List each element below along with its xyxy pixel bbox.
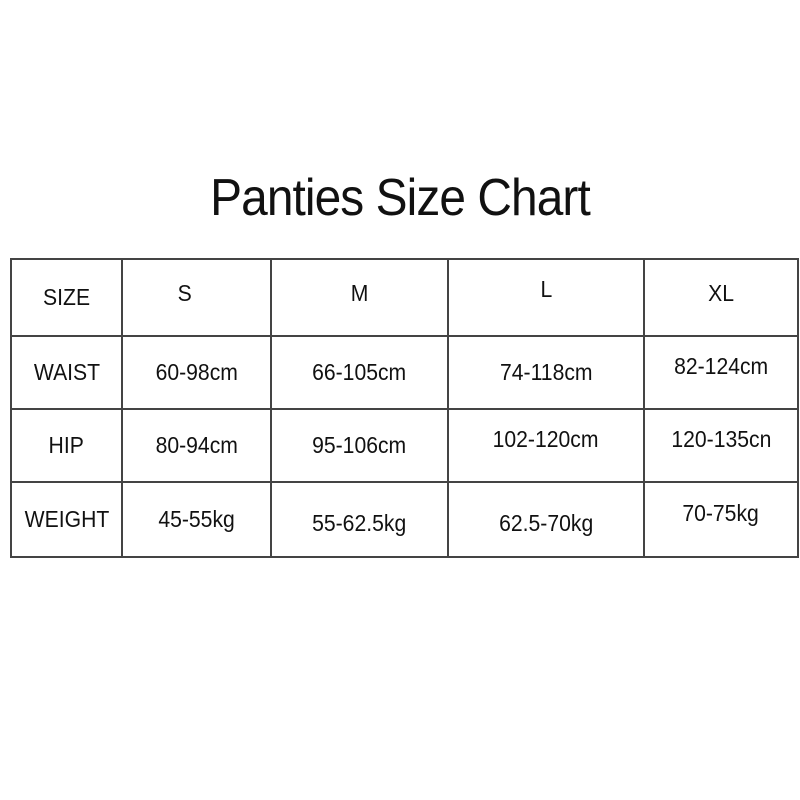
table-cell: 70-75kg xyxy=(643,481,799,558)
header-label: SIZE xyxy=(42,284,91,310)
table-cell: 55-62.5kg xyxy=(270,481,449,558)
row-label-cell: WAIST xyxy=(10,335,123,410)
table-cell: 62.5-70kg xyxy=(447,481,645,558)
row-label: HIP xyxy=(48,432,85,458)
cell-value: 45-55kg xyxy=(158,506,235,532)
table-cell: 60-98cm xyxy=(121,335,272,410)
cell-value: 62.5-70kg xyxy=(498,510,594,536)
table-cell: 95-106cm xyxy=(270,408,449,483)
row-label: WEIGHT xyxy=(24,506,109,532)
header-label: L xyxy=(540,276,552,302)
cell-value: 60-98cm xyxy=(155,359,238,385)
row-label-cell: HIP xyxy=(10,408,123,483)
cell-value: 82-124cm xyxy=(673,353,769,379)
header-cell: S xyxy=(121,258,272,337)
cell-value: 74-118cm xyxy=(499,359,593,385)
cell-value: 55-62.5kg xyxy=(312,510,407,536)
table-row: WEIGHT 45-55kg 55-62.5kg 62.5-70kg 70-75… xyxy=(10,481,799,558)
header-cell: M xyxy=(270,258,449,337)
table-cell: 45-55kg xyxy=(121,481,272,558)
header-cell: SIZE xyxy=(10,258,123,337)
header-label: S xyxy=(177,280,192,306)
header-cell: XL xyxy=(643,258,799,337)
table-cell: 102-120cm xyxy=(447,408,645,483)
header-row: SIZE S M L XL xyxy=(10,258,799,337)
table-row: WAIST 60-98cm 66-105cm 74-118cm 82-124cm xyxy=(10,335,799,410)
size-chart-table: SIZE S M L XL WAIST 60-98cm 66-105cm 74-… xyxy=(10,258,799,558)
cell-value: 80-94cm xyxy=(155,432,238,458)
table-row: HIP 80-94cm 95-106cm 102-120cm 120-135cn xyxy=(10,408,799,483)
header-label: XL xyxy=(708,280,734,306)
table-cell: 82-124cm xyxy=(643,335,799,410)
cell-value: 95-106cm xyxy=(312,432,407,458)
page-title: Panties Size Chart xyxy=(210,169,591,227)
table-cell: 66-105cm xyxy=(270,335,449,410)
header-cell: L xyxy=(447,258,645,337)
cell-value: 70-75kg xyxy=(682,500,760,526)
cell-value: 66-105cm xyxy=(312,359,407,385)
table-cell: 80-94cm xyxy=(121,408,272,483)
row-label-cell: WEIGHT xyxy=(10,481,123,558)
table-cell: 120-135cn xyxy=(643,408,799,483)
header-label: M xyxy=(350,280,369,306)
cell-value: 120-135cn xyxy=(670,426,771,452)
cell-value: 102-120cm xyxy=(493,426,599,452)
table-cell: 74-118cm xyxy=(447,335,645,410)
row-label: WAIST xyxy=(33,359,100,385)
